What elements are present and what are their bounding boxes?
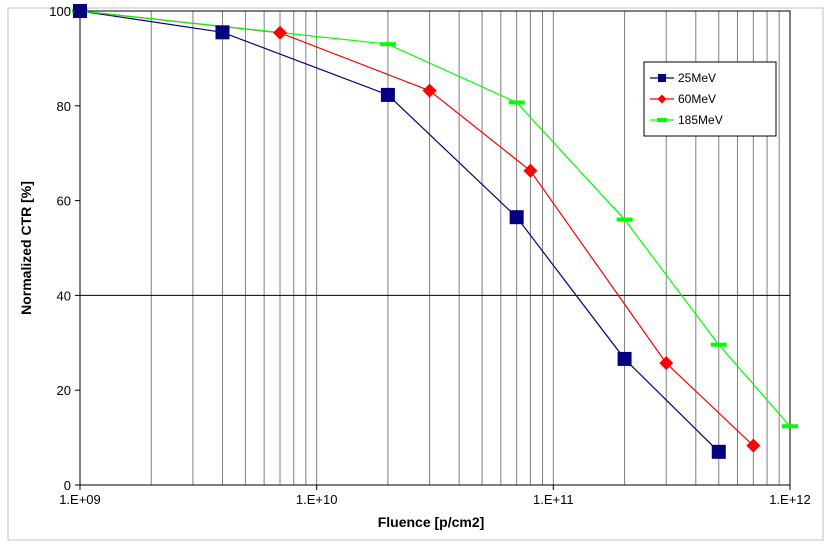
y-tick-label: 80 [57,99,71,114]
data-point-square [617,351,632,366]
data-point-diamond [659,356,674,371]
y-tick-label: 100 [49,4,71,19]
x-tick-label: 1.E+10 [296,492,338,507]
data-point-diamond [746,438,761,453]
x-tick-label: 1.E+11 [533,492,574,507]
series-line-25MeV [79,10,720,453]
data-point-square [711,444,726,459]
legend: 25MeV 60MeV 185MeV [643,61,777,137]
legend-label: 185MeV [678,113,723,127]
tick-labels: 0 20 40 60 80 100 1.E+09 1.E+10 1.E+11 1.E+12 [49,4,810,507]
data-point-square [658,74,666,82]
data-point-diamond [657,94,667,104]
plot-area-frame [79,10,791,486]
x-axis-title: Fluence [p/cm2] [378,514,485,530]
data-point-dash [782,424,798,429]
data-point-diamond [523,163,538,178]
data-point-dash [616,217,633,222]
data-point-diamond [422,83,437,98]
legend-label: 60MeV [678,92,716,106]
series-markers-25MeV [73,4,726,459]
y-tick-label: 40 [57,288,71,303]
y-tick-label: 60 [57,194,71,209]
y-axis-title: Normalized CTR [%] [18,181,34,315]
x-tick-label: 1.E+09 [59,492,101,507]
data-point-square [215,25,230,40]
data-point-dash [379,42,396,47]
data-point-dash [657,118,667,122]
data-point-square [509,210,524,225]
data-point-square [380,87,395,102]
data-point-dash [508,100,525,105]
y-tick-label: 0 [64,478,71,493]
legend-label: 25MeV [678,71,716,85]
x-tick-label: 1.E+12 [769,492,811,507]
series-line-185MeV [79,10,791,427]
y-tick-label: 20 [57,383,71,398]
data-point-diamond [273,25,288,40]
data-point-dash [710,342,727,347]
